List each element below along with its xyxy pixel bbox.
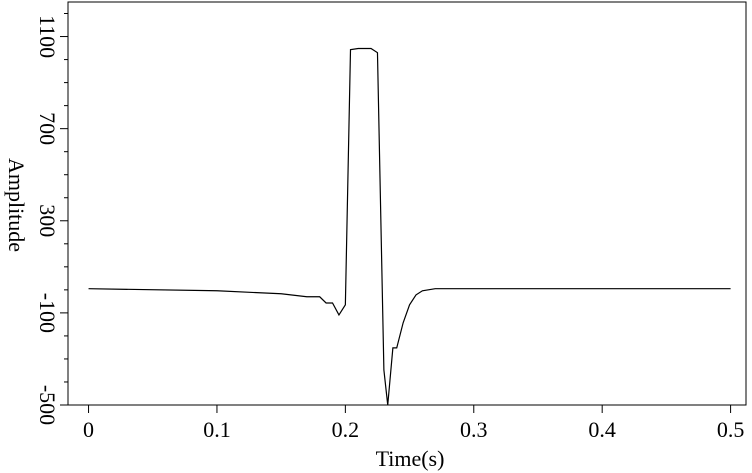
x-axis-label: Time(s) (376, 446, 445, 471)
y-tick-label: 700 (35, 112, 60, 145)
x-tick-label: 0.4 (588, 417, 616, 442)
x-tick-label: 0.2 (332, 417, 360, 442)
y-tick-label: 300 (35, 204, 60, 237)
y-axis-label: Amplitude (4, 158, 29, 252)
x-tick-label: 0.5 (717, 417, 745, 442)
x-tick-label: 0 (83, 417, 94, 442)
y-tick-label: -500 (35, 385, 60, 425)
y-tick-label: 1100 (35, 15, 60, 58)
y-tick-label: -100 (35, 293, 60, 333)
x-tick-label: 0.3 (460, 417, 488, 442)
x-tick-label: 0.1 (203, 417, 231, 442)
plot-frame (67, 1, 747, 406)
data-line (88, 47, 731, 406)
